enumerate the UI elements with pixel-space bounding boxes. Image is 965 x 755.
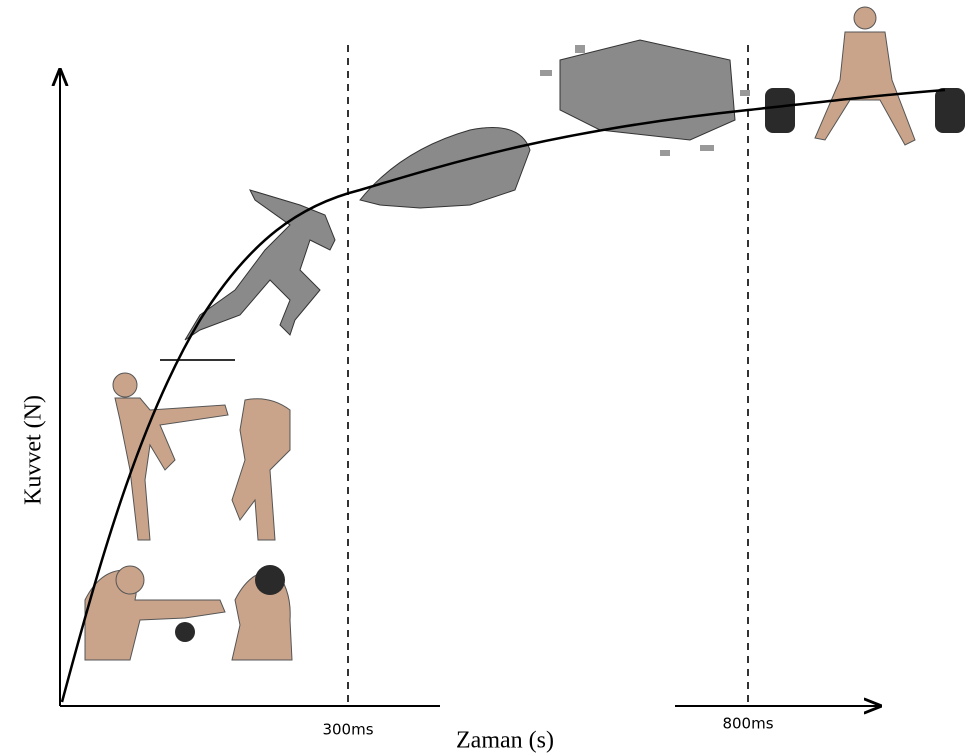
x-axis-label: Zaman (s) xyxy=(456,728,554,754)
boxers xyxy=(84,565,293,661)
kickboxers xyxy=(112,372,291,541)
force-curve xyxy=(60,88,946,703)
crashing-car xyxy=(359,39,750,209)
marker-label: 300ms xyxy=(322,721,373,739)
sprinter xyxy=(160,189,336,361)
y-axis-label: Kuvvet (N) xyxy=(21,395,47,505)
weightlifter xyxy=(765,6,965,146)
marker-label: 800ms xyxy=(722,715,773,733)
